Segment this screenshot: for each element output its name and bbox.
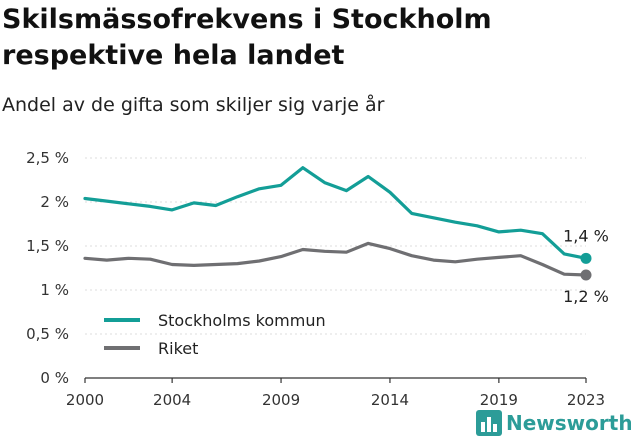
legend-label: Riket — [158, 339, 198, 358]
legend: Stockholms kommun Riket — [104, 311, 326, 358]
y-tick-label: 2 % — [40, 193, 69, 211]
axis-layer: 0 % 0,5 % 1 % 1,5 % 2 % 2,5 % 2000 2004 2009 2014… — [26, 149, 605, 409]
x-tick-label: 2009 — [262, 391, 300, 409]
label-layer: 1,4 % 1,2 % — [563, 226, 609, 306]
chart-title: Skilsmässofrekvens i Stockholm respektiv… — [2, 4, 492, 71]
x-tick-label: 2000 — [66, 391, 104, 409]
end-point-marker — [580, 269, 592, 281]
chart-subtitle: Andel av de gifta som skiljer sig varje … — [2, 94, 385, 116]
y-tick-label: 1,5 % — [26, 237, 69, 255]
x-tick-label: 2004 — [153, 391, 191, 409]
y-tick-label: 0 % — [40, 369, 69, 387]
series-line-riket — [83, 241, 588, 277]
end-point-marker — [580, 252, 592, 264]
x-tick-label: 2023 — [567, 391, 605, 409]
bar-chart-logo-icon — [476, 410, 502, 436]
newsworthy-logo: Newsworthy — [474, 406, 631, 440]
series-layer — [83, 166, 592, 281]
legend-label: Stockholms kommun — [158, 311, 326, 330]
y-tick-label: 1 % — [40, 281, 69, 299]
y-tick-label: 0,5 % — [26, 325, 69, 343]
brand-name: Newsworthy — [506, 411, 631, 435]
series-line-stockholm — [83, 166, 588, 260]
x-tick-label: 2019 — [480, 391, 518, 409]
x-tick-label: 2014 — [371, 391, 409, 409]
grid-layer — [85, 157, 586, 335]
end-value-label: 1,4 % — [563, 226, 609, 245]
end-value-label: 1,2 % — [563, 287, 609, 306]
y-tick-label: 2,5 % — [26, 149, 69, 167]
